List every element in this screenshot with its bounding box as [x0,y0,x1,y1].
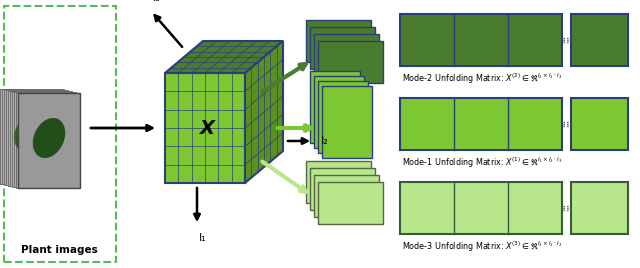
Bar [0,89,62,184]
Bar [4,90,66,185]
Text: Mode-3 Unfolding Matrix: $X^{(3)} \in \mathfrak{R}^{I_3 \times I_1 \cdot I_2}$: Mode-3 Unfolding Matrix: $X^{(3)} \in \m… [402,240,563,254]
Bar [4,6,116,262]
Bar [2,90,64,184]
Bar [318,41,383,83]
Bar [14,92,76,187]
Bar [314,34,379,76]
Text: Mode-1 Unfolding Matrix: $X^{(1)} \in \mathfrak{R}^{I_1 \times I_2 \cdot I_3}$: Mode-1 Unfolding Matrix: $X^{(1)} \in \m… [402,156,563,170]
Text: I₂: I₂ [321,136,329,146]
Bar [8,91,70,186]
Bar [10,91,72,186]
Bar [310,27,375,69]
Polygon shape [165,73,245,183]
Bar [16,92,78,188]
Bar [400,14,562,66]
Bar [6,90,68,185]
Text: Plant images: Plant images [20,245,97,255]
Ellipse shape [33,118,65,158]
Bar [0,88,60,184]
Bar [12,92,74,187]
Bar [400,98,562,150]
Polygon shape [165,41,283,73]
Bar [306,20,371,62]
Bar [318,182,383,224]
Bar [310,168,375,210]
Text: X: X [200,118,214,137]
Ellipse shape [22,117,52,154]
Bar [400,182,562,234]
Ellipse shape [28,118,58,155]
Ellipse shape [24,118,54,154]
Ellipse shape [20,117,50,153]
Bar [314,175,379,217]
Bar [310,71,360,143]
Bar [322,86,372,158]
Bar [314,76,364,148]
Bar [306,161,371,203]
Bar [318,81,368,153]
Text: I₁: I₁ [199,233,207,243]
Polygon shape [245,41,283,183]
Text: Mode-2 Unfolding Matrix: $X^{(2)} \in \mathfrak{R}^{I_2 \times I_1 \cdot I_3}$: Mode-2 Unfolding Matrix: $X^{(2)} \in \m… [402,72,563,86]
Bar [18,93,80,188]
Bar [571,182,628,234]
Text: I₃: I₃ [153,0,161,3]
Ellipse shape [26,118,56,154]
Bar [571,98,628,150]
Ellipse shape [18,116,48,152]
Ellipse shape [14,115,44,152]
Bar [571,14,628,66]
Ellipse shape [30,119,60,155]
Ellipse shape [32,119,62,156]
Ellipse shape [16,116,46,152]
